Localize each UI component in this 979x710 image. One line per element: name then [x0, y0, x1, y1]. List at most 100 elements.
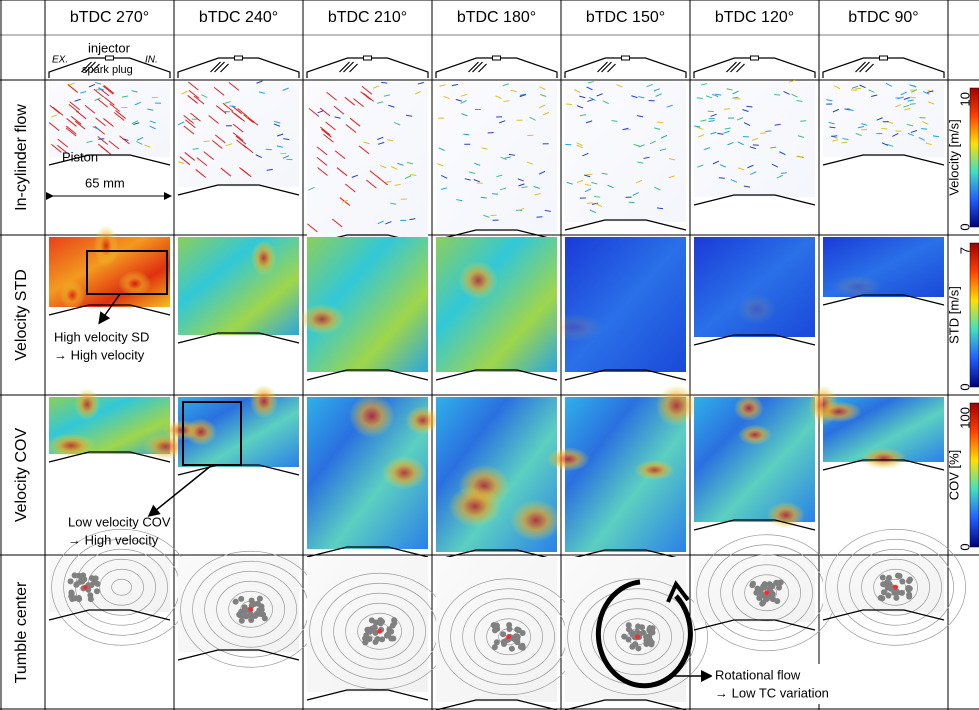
mean-center: [248, 607, 253, 612]
field-blob: [544, 313, 604, 341]
tumble-center: [635, 623, 641, 629]
flow-vector: [697, 98, 703, 99]
tumble-center: [238, 596, 244, 602]
field-blob: [94, 225, 118, 268]
tumble-center: [519, 643, 525, 649]
panel: [307, 557, 450, 700]
tumble-center: [769, 591, 775, 597]
tumble-center: [899, 590, 905, 596]
column-header: bTDC 240°: [199, 9, 278, 26]
panel: [809, 385, 944, 470]
panel: [299, 237, 428, 380]
colorbar-tick: 0: [957, 383, 972, 390]
panel-image: [307, 82, 428, 237]
tumble-center: [233, 599, 239, 605]
panel: [307, 395, 440, 557]
tumble-center: [628, 630, 634, 636]
tumble-center: [91, 579, 97, 585]
tumble-center: [74, 581, 80, 587]
tumble-center: [906, 578, 912, 584]
mean-center: [635, 634, 640, 639]
head-label: IN.: [145, 55, 158, 66]
colorbar: [970, 243, 979, 387]
colorbar-tick: 100: [957, 407, 972, 429]
panel: [436, 397, 562, 560]
injector-icon: [469, 62, 487, 72]
field-blob: [60, 281, 86, 310]
panel-image: [565, 237, 686, 372]
field-blob: [299, 304, 345, 335]
field-blob: [118, 271, 151, 297]
tumble-center: [388, 629, 394, 635]
mean-center: [83, 585, 88, 590]
column-header: bTDC 90°: [848, 9, 918, 26]
tumble-center: [390, 622, 396, 628]
tumble-center: [94, 588, 100, 594]
spark-plug-icon: [880, 56, 888, 60]
annotation: Rotational flow: [715, 667, 801, 682]
panel: [178, 551, 321, 667]
tumble-center: [650, 625, 656, 631]
annotation: Piston: [62, 149, 98, 164]
flow-vector: [587, 203, 593, 204]
field-blob: [738, 425, 772, 445]
column-header: bTDC 150°: [586, 9, 665, 26]
head-label: spark plug: [82, 64, 133, 76]
tumble-center: [905, 585, 911, 591]
tumble-center: [878, 595, 884, 601]
spark-plug-icon: [235, 56, 243, 60]
field-blob: [634, 460, 674, 480]
panel: [436, 82, 557, 240]
tumble-center: [893, 595, 899, 601]
column-header: bTDC 120°: [715, 9, 794, 26]
tumble-center: [887, 581, 893, 587]
field-blob: [74, 388, 100, 421]
flow-vector: [657, 122, 663, 123]
spark-plug-icon: [493, 56, 501, 60]
column-header: bTDC 180°: [457, 9, 536, 26]
tumble-center: [514, 636, 520, 642]
column-header: bTDC 270°: [70, 9, 149, 26]
field-blob: [382, 456, 427, 489]
annotation: → Low TC variation: [715, 685, 829, 700]
tumble-center: [774, 580, 780, 586]
flow-vector: [230, 106, 236, 107]
field-blob: [656, 384, 698, 426]
cylinder-head: [178, 58, 299, 78]
tumble-center: [774, 598, 780, 604]
field-blob: [458, 261, 498, 300]
mean-center: [377, 629, 382, 634]
tumble-center: [899, 578, 905, 584]
tumble-center: [257, 596, 263, 602]
annotation: → High velocity: [54, 347, 145, 362]
panel: [565, 82, 686, 230]
injector-icon: [727, 62, 745, 72]
tumble-center: [906, 594, 912, 600]
annotation: 65 mm: [85, 175, 125, 190]
tumble-center: [767, 584, 773, 590]
tumble-center: [366, 636, 372, 642]
tumble-center: [494, 639, 500, 645]
field-blob: [250, 384, 278, 418]
flow-vector: [724, 109, 730, 110]
spark-plug-icon: [622, 56, 630, 60]
panel: [546, 384, 697, 560]
injector-icon: [211, 62, 229, 72]
spark-plug-icon: [364, 56, 372, 60]
row-label: Tumble center: [13, 581, 30, 683]
callout-arrow: [150, 465, 212, 515]
flow-vector: [774, 94, 780, 95]
field-blob: [349, 395, 394, 438]
field-blob: [46, 433, 95, 457]
flow-vector: [204, 141, 210, 142]
panel: [178, 81, 299, 195]
column-header: bTDC 210°: [328, 9, 407, 26]
tumble-center: [68, 578, 74, 584]
panel-image: [178, 237, 299, 335]
tumble-center: [881, 589, 887, 595]
colorbar-tick: 7: [957, 247, 972, 254]
colorbar-label: COV [%]: [946, 450, 961, 501]
tumble-center: [76, 573, 82, 579]
tumble-center: [377, 617, 383, 623]
panel-image: [436, 82, 557, 232]
